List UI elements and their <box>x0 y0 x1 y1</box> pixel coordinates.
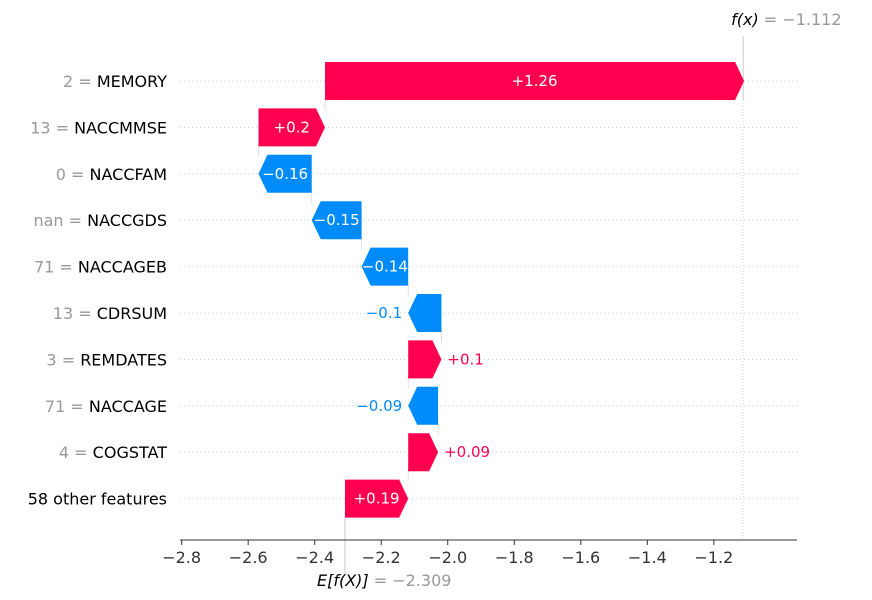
feature-value: nan = <box>33 211 87 230</box>
positive-contribution-bar <box>408 340 442 379</box>
feature-name: NACCFAM <box>90 165 167 184</box>
feature-name: 58 other features <box>28 490 167 509</box>
x-tick-label: −1.8 <box>495 548 534 567</box>
feature-name: NACCAGEB <box>78 258 167 277</box>
feature-name: NACCGDS <box>87 211 167 230</box>
feature-label: 71 = NACCAGE <box>45 397 167 416</box>
final-value-function: f(x) <box>731 10 759 29</box>
bar-value-label: −0.09 <box>356 397 402 415</box>
feature-label: 71 = NACCAGEB <box>34 258 167 277</box>
feature-value: 71 = <box>34 258 78 277</box>
feature-name: REMDATES <box>80 350 167 369</box>
x-tick-label: −2.6 <box>229 548 268 567</box>
x-tick-label: −1.4 <box>628 548 667 567</box>
feature-name: COGSTAT <box>93 443 168 462</box>
negative-contribution-bar <box>408 386 439 425</box>
feature-name: NACCMMSE <box>74 118 167 137</box>
x-tick-label: −1.2 <box>694 548 733 567</box>
bar-value-label: −0.15 <box>314 211 360 229</box>
positive-contribution-bar <box>325 62 745 100</box>
bar-value-label: +0.19 <box>354 490 400 508</box>
feature-label: 0 = NACCFAM <box>56 165 167 184</box>
positive-contribution-bar <box>258 108 326 147</box>
x-tick-label: −2.8 <box>162 548 201 567</box>
feature-label: 58 other features <box>28 490 167 509</box>
feature-value: 3 = <box>46 350 80 369</box>
bar-value-label: −0.14 <box>362 258 408 276</box>
feature-value: 71 = <box>45 397 89 416</box>
feature-label: 13 = NACCMMSE <box>30 118 167 137</box>
x-tick-label: −1.6 <box>561 548 600 567</box>
feature-label: 13 = CDRSUM <box>53 304 167 323</box>
feature-label: 4 = COGSTAT <box>59 443 167 462</box>
final-value-number: = −1.112 <box>759 10 842 29</box>
base-value-annotation: E[f(X)] = −2.309 <box>317 571 451 590</box>
x-tick-label: −2.2 <box>362 548 401 567</box>
feature-name: CDRSUM <box>97 304 167 323</box>
feature-name: NACCAGE <box>89 397 167 416</box>
positive-contribution-bar <box>408 433 439 472</box>
feature-value: 0 = <box>56 165 90 184</box>
negative-contribution-bar <box>408 294 442 332</box>
feature-label: nan = NACCGDS <box>33 211 167 230</box>
bar-value-label: +0.1 <box>447 350 483 368</box>
bar-value-label: −0.1 <box>366 304 402 322</box>
bar-value-label: −0.16 <box>262 165 308 183</box>
base-value-function: E[f(X)] <box>317 571 369 590</box>
x-tick-label: −2.4 <box>295 548 334 567</box>
negative-contribution-bar <box>311 201 362 240</box>
feature-value: 13 = <box>53 304 97 323</box>
final-value-annotation: f(x) = −1.112 <box>731 10 841 29</box>
feature-name: MEMORY <box>97 72 167 91</box>
bar-value-label: +0.2 <box>274 118 310 136</box>
positive-contribution-bar <box>344 479 409 518</box>
negative-contribution-bar <box>361 247 409 286</box>
feature-value: 13 = <box>30 118 74 137</box>
feature-label: 2 = MEMORY <box>63 72 167 91</box>
feature-label: 3 = REMDATES <box>46 350 167 369</box>
feature-value: 2 = <box>63 72 97 91</box>
feature-value: 4 = <box>59 443 93 462</box>
x-tick-label: −2.0 <box>428 548 467 567</box>
base-value-number: = −2.309 <box>369 571 452 590</box>
negative-contribution-bar <box>258 154 312 193</box>
bar-value-label: +0.09 <box>444 443 490 461</box>
bar-value-label: +1.26 <box>512 72 558 90</box>
